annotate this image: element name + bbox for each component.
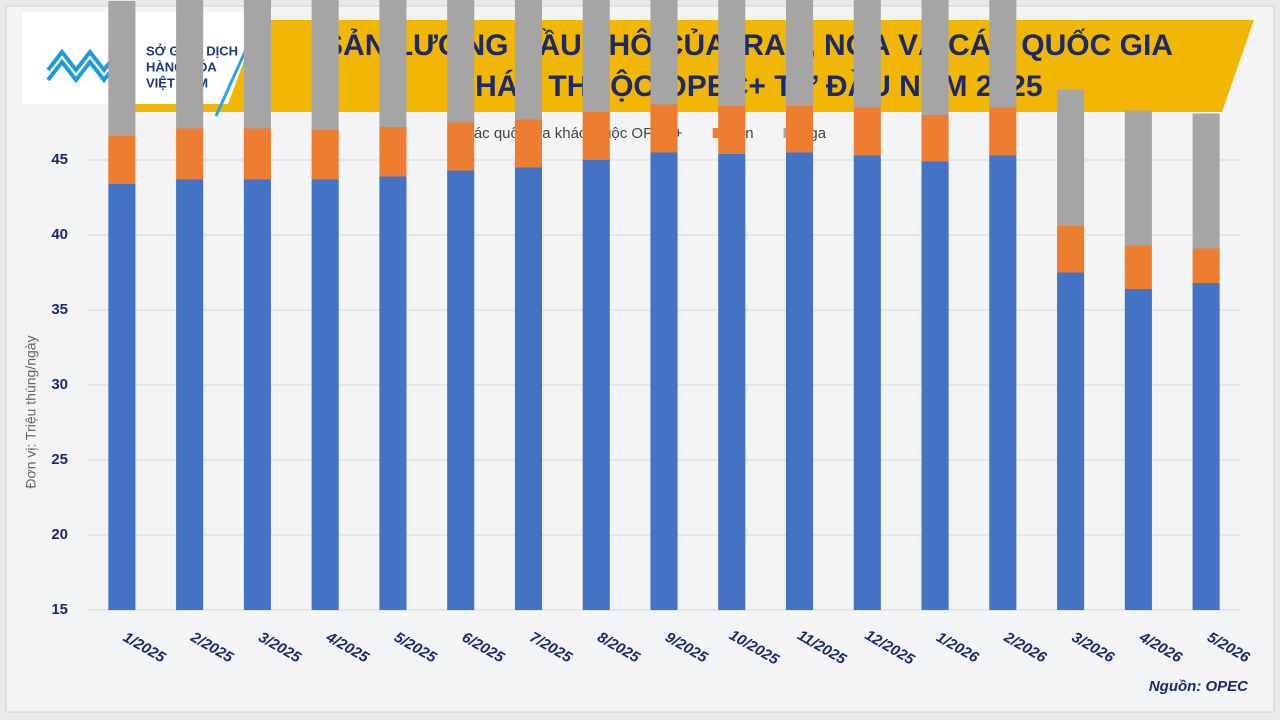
bar-segment: [243, 0, 271, 129]
bar-segment: [785, 106, 814, 153]
y-tick-label: 40: [51, 226, 68, 243]
bar-segment: [311, 0, 339, 130]
bar-segment: [1124, 289, 1152, 610]
bar-segment: [243, 128, 271, 180]
bar-segment: [514, 119, 543, 168]
bar-segment: [650, 0, 678, 105]
bar-segment: [718, 106, 746, 154]
bar-segment: [108, 136, 136, 184]
bar-segment: [379, 0, 407, 127]
bar-segment: [176, 128, 204, 180]
bar-segment: [582, 160, 610, 610]
bar-segment: [921, 115, 949, 162]
bar-segment: [1124, 245, 1152, 289]
y-tick-label: 30: [51, 376, 68, 393]
bar-segment: [1192, 248, 1220, 283]
y-tick-label: 25: [51, 451, 68, 468]
bar-segment: [582, 112, 610, 160]
bar-segment: [176, 0, 204, 129]
bar-segment: [718, 154, 746, 610]
bar-segment: [1192, 283, 1220, 610]
y-tick-label: 45: [51, 151, 68, 168]
bar-segment: [311, 130, 339, 180]
y-axis-title: Đơn vị: Triệu thùng/ngày: [23, 335, 39, 488]
bar-segment: [785, 152, 814, 610]
bar-segment: [853, 155, 881, 610]
y-tick-label: 20: [51, 526, 68, 543]
bar-segment: [1057, 226, 1085, 273]
bar-segment: [514, 167, 543, 610]
bar-segment: [921, 0, 949, 115]
bar-segment: [989, 0, 1017, 108]
legend-swatch: [712, 128, 723, 138]
bar-segment: [379, 127, 407, 177]
bar-segment: [447, 122, 475, 171]
bar-segment: [1124, 110, 1152, 246]
bar-segment: [447, 170, 475, 610]
bar-segment: [447, 0, 475, 123]
bar-segment: [108, 1, 136, 136]
bar-segment: [853, 107, 881, 156]
bar-segment: [650, 152, 678, 610]
bar-segment: [853, 0, 881, 108]
bar-segment: [718, 0, 746, 106]
bar-segment: [582, 0, 610, 112]
bar-segment: [379, 176, 407, 610]
bar-segment: [243, 179, 271, 610]
bar-segment: [989, 155, 1017, 610]
source: Nguồn: OPEC: [1149, 678, 1249, 695]
bar-segment: [785, 0, 814, 106]
bar-segment: [514, 0, 543, 120]
bar-segment: [1057, 272, 1085, 610]
bar-segment: [1057, 89, 1085, 226]
bar-segment: [650, 104, 678, 153]
bar-segment: [176, 179, 204, 610]
bar-segment: [921, 161, 949, 610]
bar-segment: [311, 179, 339, 610]
y-tick-label: 15: [51, 601, 68, 618]
bar-segment: [108, 184, 136, 610]
bar-segment: [989, 107, 1017, 156]
legend-label: Các quốc gia khác thuộc OPEC+: [463, 125, 683, 142]
y-tick-label: 35: [51, 301, 68, 318]
bar-segment: [1192, 113, 1220, 249]
